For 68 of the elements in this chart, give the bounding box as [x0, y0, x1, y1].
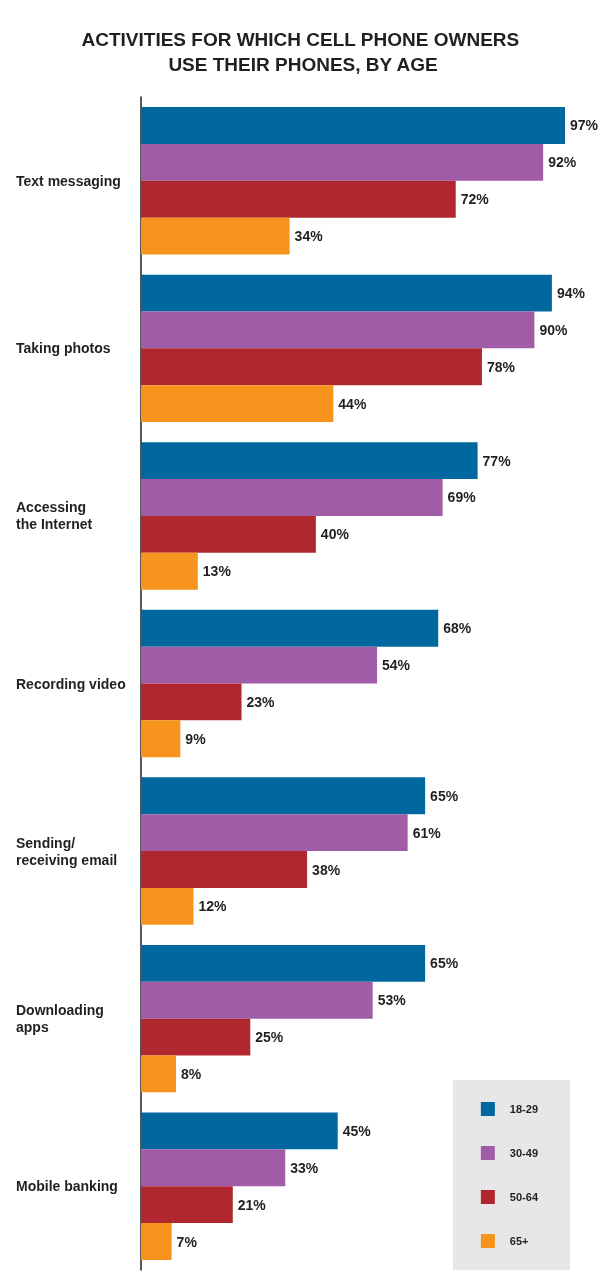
- data-label: 69%: [447, 489, 477, 506]
- data-label: 34%: [294, 228, 324, 245]
- data-label: 94%: [556, 285, 586, 302]
- data-label: 90%: [539, 321, 568, 338]
- data-label: 92%: [548, 154, 577, 171]
- data-label: 23%: [246, 693, 276, 710]
- bar: [141, 777, 426, 815]
- data-label: 65%: [430, 787, 459, 804]
- bar: [141, 311, 535, 349]
- y-tick-label: Accessing the Internet: [16, 499, 93, 533]
- bar: [141, 217, 290, 255]
- bar: [141, 385, 334, 423]
- data-label: 9%: [185, 730, 207, 747]
- bar: [141, 442, 478, 480]
- bar: [141, 348, 482, 386]
- y-tick-label: Recording video: [16, 675, 126, 692]
- data-label: 40%: [320, 526, 350, 543]
- legend-label: 50-64: [509, 1191, 539, 1203]
- data-label: 78%: [486, 358, 516, 375]
- chart-title: ACTIVITIES FOR WHICH CELL PHONE OWNERS USE THEIR PHONES, BY AGE: [81, 29, 525, 75]
- data-label: 38%: [312, 861, 341, 878]
- data-label: 45%: [342, 1122, 372, 1139]
- data-label: 61%: [412, 824, 442, 841]
- bar: [141, 1112, 338, 1150]
- y-tick-label: Text messaging: [16, 172, 121, 189]
- y-tick-label: Downloading apps: [16, 1002, 104, 1036]
- bar: [141, 720, 181, 758]
- y-tick-label: Sending/ receiving email: [16, 834, 118, 868]
- bar: [141, 274, 552, 312]
- bar: [141, 851, 308, 888]
- data-label: 25%: [255, 1029, 284, 1046]
- data-label: 54%: [382, 657, 411, 674]
- bar: [141, 1149, 286, 1187]
- bar: [141, 1055, 176, 1093]
- bar: [141, 107, 565, 144]
- data-label: 53%: [377, 992, 407, 1009]
- data-label: 8%: [180, 1065, 202, 1082]
- bar: [141, 944, 426, 982]
- bar: [141, 814, 408, 852]
- bar: [141, 1223, 172, 1260]
- bar: [141, 1018, 251, 1056]
- data-label: 72%: [460, 191, 490, 208]
- y-tick-label: Taking photos: [16, 340, 111, 357]
- data-label: 77%: [482, 452, 512, 469]
- bar: [141, 180, 456, 218]
- data-label: 12%: [198, 898, 228, 915]
- bar: [141, 646, 378, 684]
- bar: [141, 143, 544, 181]
- legend-label: 30-49: [509, 1147, 539, 1159]
- data-label: 44%: [338, 395, 367, 412]
- data-label: 7%: [176, 1233, 198, 1250]
- bar: [141, 479, 443, 516]
- data-label: 65%: [430, 955, 459, 972]
- y-tick-label: Mobile banking: [16, 1178, 118, 1195]
- bar: [141, 609, 439, 647]
- bar: [141, 552, 198, 590]
- data-label: 13%: [202, 563, 232, 580]
- bar: [141, 981, 373, 1019]
- data-label: 68%: [443, 620, 472, 637]
- bar: [141, 1186, 233, 1224]
- bar: [141, 887, 194, 925]
- data-label: 33%: [290, 1159, 319, 1176]
- legend-label: 18-29: [509, 1103, 539, 1115]
- legend-label: 65+: [509, 1235, 529, 1247]
- data-label: 21%: [237, 1196, 267, 1213]
- bar: [141, 683, 242, 721]
- data-label: 97%: [570, 117, 599, 134]
- bar: [141, 515, 316, 553]
